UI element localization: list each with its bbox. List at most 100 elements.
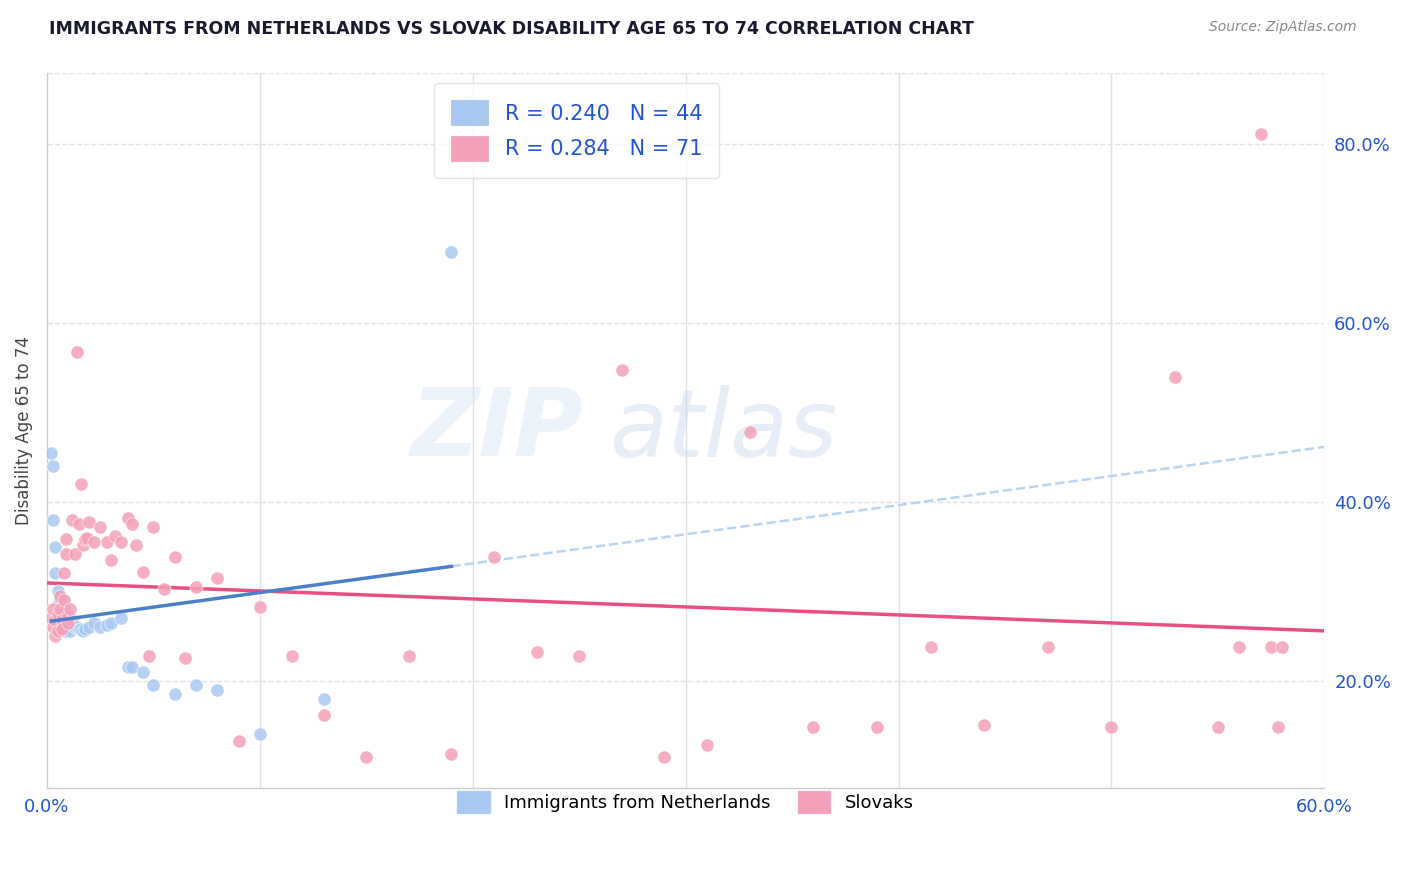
Point xyxy=(51,613,73,627)
Point xyxy=(72,538,94,552)
Y-axis label: Disability Age 65 to 74: Disability Age 65 to 74 xyxy=(15,336,32,524)
Point xyxy=(163,550,186,565)
Point xyxy=(1164,369,1187,384)
Point xyxy=(654,749,676,764)
Point xyxy=(117,511,139,525)
Point xyxy=(110,611,132,625)
Point xyxy=(67,517,90,532)
Point xyxy=(610,362,633,376)
Point xyxy=(100,553,122,567)
Point xyxy=(56,613,79,627)
Point xyxy=(51,622,73,636)
Point xyxy=(75,622,97,636)
Point xyxy=(70,477,93,491)
Point xyxy=(249,727,271,741)
Point xyxy=(83,535,105,549)
Point xyxy=(482,550,505,565)
Point xyxy=(356,749,378,764)
Point xyxy=(59,615,82,630)
Text: atlas: atlas xyxy=(609,385,837,476)
Point xyxy=(696,738,718,752)
Point xyxy=(42,459,65,474)
Point xyxy=(67,622,90,636)
Point xyxy=(526,645,548,659)
Point xyxy=(1036,640,1059,654)
Point xyxy=(1271,640,1294,654)
Point xyxy=(63,547,86,561)
Point xyxy=(42,513,65,527)
Point xyxy=(55,615,77,630)
Point xyxy=(131,665,153,679)
Point xyxy=(440,244,463,259)
Point xyxy=(46,624,69,639)
Point xyxy=(46,598,69,612)
Point xyxy=(1227,640,1250,654)
Point xyxy=(184,678,207,692)
Point xyxy=(76,531,98,545)
Point xyxy=(52,566,75,581)
Point xyxy=(142,678,165,692)
Point xyxy=(125,538,148,552)
Point xyxy=(75,533,97,547)
Point xyxy=(1267,720,1289,734)
Point xyxy=(48,611,70,625)
Point xyxy=(52,611,75,625)
Point xyxy=(52,602,75,616)
Point xyxy=(174,651,197,665)
Point xyxy=(973,718,995,732)
Point xyxy=(184,580,207,594)
Point xyxy=(44,629,66,643)
Point xyxy=(48,602,70,616)
Point xyxy=(249,600,271,615)
Point xyxy=(110,535,132,549)
Point xyxy=(56,615,79,630)
Point xyxy=(117,660,139,674)
Point xyxy=(312,691,335,706)
Point xyxy=(1101,720,1123,734)
Point xyxy=(39,446,62,460)
Point xyxy=(163,687,186,701)
Point xyxy=(55,547,77,561)
Point xyxy=(1206,720,1229,734)
Text: Source: ZipAtlas.com: Source: ZipAtlas.com xyxy=(1209,20,1357,34)
Point xyxy=(44,566,66,581)
Point xyxy=(51,602,73,616)
Point xyxy=(89,620,111,634)
Text: IMMIGRANTS FROM NETHERLANDS VS SLOVAK DISABILITY AGE 65 TO 74 CORRELATION CHART: IMMIGRANTS FROM NETHERLANDS VS SLOVAK DI… xyxy=(49,20,974,37)
Point xyxy=(48,589,70,603)
Point xyxy=(398,648,420,663)
Point xyxy=(738,425,761,440)
Point xyxy=(62,513,84,527)
Point xyxy=(62,613,84,627)
Point xyxy=(153,582,176,597)
Point xyxy=(79,620,101,634)
Point xyxy=(48,593,70,607)
Point xyxy=(70,622,93,636)
Point xyxy=(59,624,82,638)
Point xyxy=(79,515,101,529)
Point xyxy=(205,682,228,697)
Point xyxy=(440,747,463,761)
Point xyxy=(42,602,65,616)
Point xyxy=(46,607,69,621)
Point xyxy=(56,622,79,636)
Point xyxy=(281,648,304,663)
Point xyxy=(121,517,143,532)
Point xyxy=(312,707,335,722)
Point xyxy=(52,620,75,634)
Point xyxy=(568,648,591,663)
Text: ZIP: ZIP xyxy=(411,384,583,476)
Point xyxy=(1260,640,1282,654)
Point xyxy=(96,535,118,549)
Point xyxy=(48,602,70,616)
Point xyxy=(96,618,118,632)
Point xyxy=(131,565,153,579)
Point xyxy=(205,571,228,585)
Point xyxy=(138,648,160,663)
Point xyxy=(55,624,77,639)
Point xyxy=(63,620,86,634)
Point xyxy=(51,615,73,630)
Legend: Immigrants from Netherlands, Slovaks: Immigrants from Netherlands, Slovaks xyxy=(444,778,927,825)
Point xyxy=(121,660,143,674)
Point xyxy=(66,344,89,359)
